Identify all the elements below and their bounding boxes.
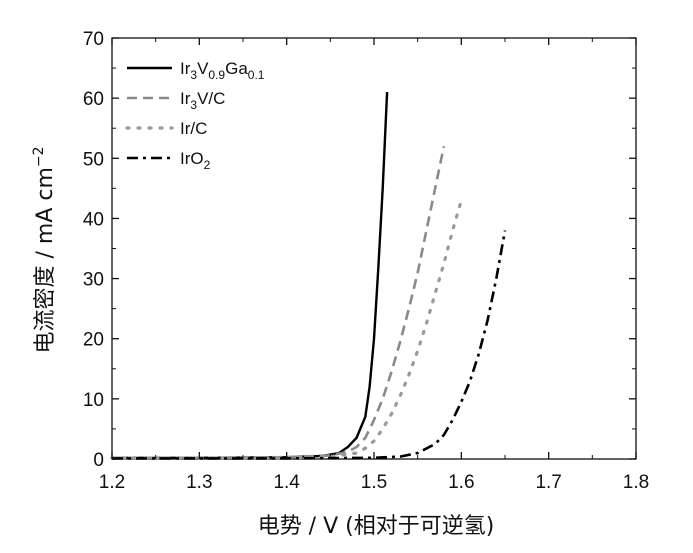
legend-label-0: Ir3V0.9Ga0.1 <box>180 59 265 82</box>
x-tick-label: 1.3 <box>186 472 212 493</box>
y-axis-label-superscript: −2 <box>31 146 47 167</box>
legend: Ir3V0.9Ga0.1 Ir3V/C Ir/C IrO2 <box>127 59 265 172</box>
legend-text-part: 2 <box>204 158 211 172</box>
y-tick-label: 60 <box>83 89 104 110</box>
legend-text-part: Ir <box>180 89 191 108</box>
legend-text-part: Ir/C <box>180 119 207 138</box>
legend-label-2: Ir/C <box>180 119 207 138</box>
y-tick-label: 70 <box>83 29 104 50</box>
y-axis-label: 电流密度 / mA cm−2 <box>31 146 58 353</box>
x-tick-label: 1.5 <box>361 472 387 493</box>
x-tick-label: 1.7 <box>535 472 561 493</box>
legend-text-part: V/C <box>197 89 225 108</box>
y-tick-label: 0 <box>93 450 104 471</box>
legend-text-part: Ga <box>225 59 248 78</box>
legend-label-3: IrO2 <box>180 149 211 172</box>
y-tick-label: 50 <box>83 149 104 170</box>
series-line-2 <box>112 200 461 457</box>
x-tick-label: 1.6 <box>448 472 474 493</box>
series-line-1 <box>112 146 444 458</box>
x-tick-label: 1.8 <box>623 472 649 493</box>
series-layer <box>112 92 505 458</box>
x-tick-label: 1.4 <box>273 472 300 493</box>
legend-text-part: 0.1 <box>248 68 265 82</box>
y-tick-label: 30 <box>83 270 104 291</box>
legend-text-part: V <box>197 59 209 78</box>
y-tick-label: 20 <box>83 330 104 351</box>
y-axis-label-text: 电流密度 / mA cm <box>33 167 58 353</box>
legend-text-part: IrO <box>180 149 204 168</box>
x-axis-label: 电势 / V (相对于可逆氢) <box>258 514 495 539</box>
series-line-0 <box>112 92 387 458</box>
y-tick-label: 40 <box>83 209 104 230</box>
legend-text-part: 0.9 <box>208 68 225 82</box>
legend-label-1: Ir3V/C <box>180 89 225 112</box>
x-tick-label: 1.2 <box>99 472 125 493</box>
series-line-3 <box>112 231 505 459</box>
y-tick-label: 10 <box>83 390 104 411</box>
legend-text-part: Ir <box>180 59 191 78</box>
